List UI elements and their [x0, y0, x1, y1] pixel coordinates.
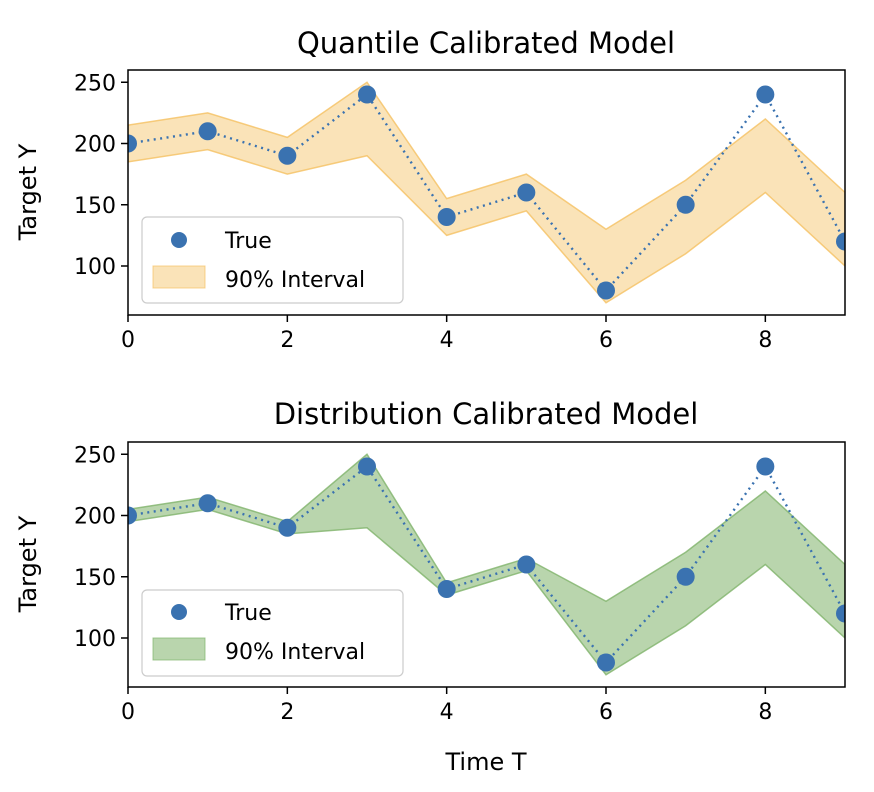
axes-frame	[127, 69, 846, 316]
data-point	[437, 580, 456, 598]
legend-marker-true	[171, 232, 187, 248]
legend-swatch-interval	[152, 265, 206, 289]
x-ticks: 0 2 4 6 8	[121, 687, 772, 725]
plot-area	[128, 453, 845, 676]
y-ticks: 100 150 200 250	[74, 71, 128, 280]
data-point	[437, 208, 456, 226]
y-axis-label: Target Y	[14, 143, 42, 241]
data-point	[128, 506, 137, 525]
y-tick-label: 200	[74, 133, 116, 158]
legend-label-interval: 90% Interval	[225, 640, 365, 665]
legend-marker-true	[171, 604, 187, 620]
data-point	[278, 146, 297, 165]
data-point	[597, 281, 615, 300]
y-tick-label: 200	[74, 505, 116, 530]
y-tick-label: 100	[74, 255, 116, 280]
data-point	[517, 555, 536, 574]
x-tick-label: 8	[758, 328, 772, 353]
data-point	[358, 85, 376, 104]
y-tick-label: 150	[74, 194, 116, 219]
legend-box	[141, 589, 404, 677]
data-point	[836, 232, 845, 251]
x-tick-label: 2	[280, 328, 294, 353]
data-point	[198, 494, 217, 513]
data-point	[278, 518, 297, 537]
data-point	[517, 183, 536, 202]
x-tick-label: 2	[280, 700, 294, 725]
x-ticks: 0 2 4 6 8	[121, 315, 772, 353]
chart-panel-quantile: Quantile Calibrated Model 0 2 4 6 8 100 150 20…	[14, 26, 846, 353]
y-tick-label: 150	[74, 566, 116, 591]
y-tick-label: 250	[74, 443, 116, 468]
y-ticks: 100 150 200 250	[74, 443, 128, 652]
x-tick-label: 6	[599, 328, 613, 353]
x-axis-label: Time T	[444, 748, 526, 776]
legend-label-true: True	[224, 601, 272, 626]
plot-area	[128, 81, 845, 304]
interval-band	[128, 81, 845, 304]
legend-label-interval: 90% Interval	[225, 268, 365, 293]
legend: True 90% Interval	[141, 216, 404, 304]
data-point	[756, 85, 775, 104]
x-tick-label: 8	[758, 700, 772, 725]
data-point	[676, 195, 695, 214]
data-point	[358, 457, 376, 476]
x-tick-label: 0	[121, 700, 135, 725]
data-point	[128, 134, 137, 153]
chart-title: Distribution Calibrated Model	[274, 397, 699, 431]
data-point	[597, 653, 615, 672]
y-tick-label: 250	[74, 71, 116, 96]
x-tick-label: 6	[599, 700, 613, 725]
data-point	[836, 604, 845, 623]
interval-band	[128, 453, 845, 676]
data-point	[756, 457, 775, 476]
legend-swatch-interval	[152, 637, 206, 661]
legend-box	[141, 216, 404, 304]
y-tick-label: 100	[74, 627, 116, 652]
y-axis-label: Target Y	[14, 515, 42, 613]
legend-label-true: True	[224, 229, 272, 254]
x-tick-label: 4	[440, 328, 454, 353]
data-point	[676, 567, 695, 586]
legend: True 90% Interval	[141, 589, 404, 677]
x-tick-label: 4	[440, 700, 454, 725]
axes-frame	[127, 441, 846, 688]
x-tick-label: 0	[121, 328, 135, 353]
data-point	[198, 122, 217, 141]
chart-title: Quantile Calibrated Model	[297, 26, 675, 60]
